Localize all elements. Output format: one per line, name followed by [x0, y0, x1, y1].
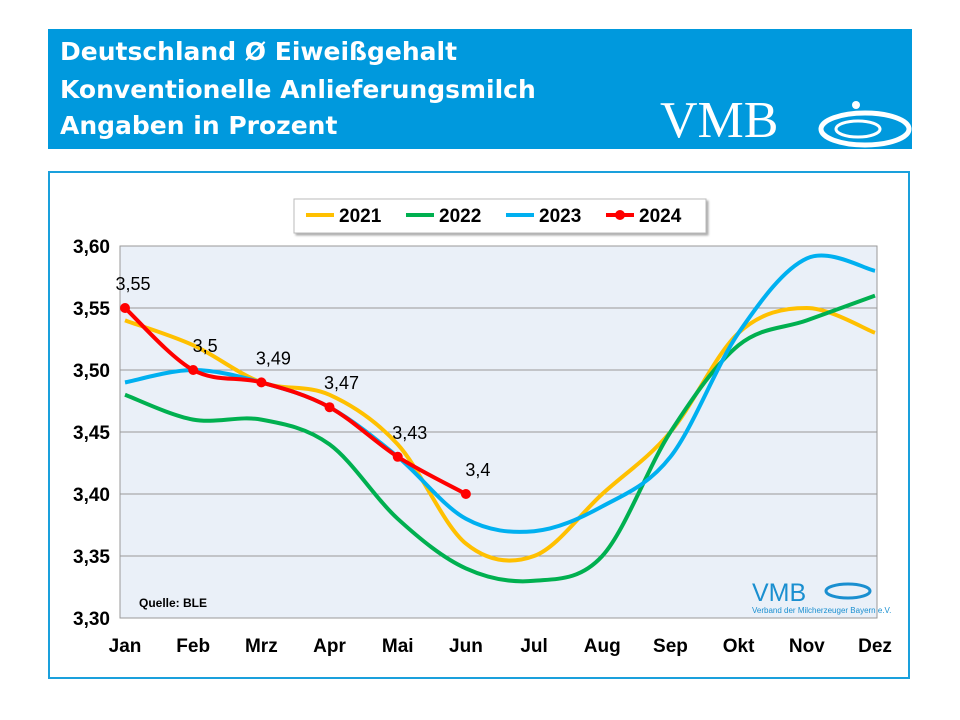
- y-tick-label: 3,50: [73, 361, 110, 382]
- legend-label: 2021: [339, 206, 382, 227]
- legend: 2021 2022 2023 2024: [293, 198, 707, 234]
- data-point: [120, 303, 130, 313]
- x-tick-label: Apr: [313, 636, 346, 657]
- source-note: Quelle: BLE: [139, 596, 207, 610]
- data-label: 3,55: [115, 274, 150, 294]
- title-line-2: Konventionelle Anlieferungsmilch: [60, 75, 536, 104]
- data-point: [324, 402, 335, 413]
- x-tick-label: Feb: [176, 636, 210, 657]
- y-tick-label: 3,60: [73, 237, 110, 258]
- x-tick-label: Mrz: [245, 636, 278, 657]
- logo-swirl-icon: [818, 101, 912, 148]
- watermark-subtitle: Verband der Milcherzeuger Bayern e.V.: [752, 606, 891, 615]
- x-tick-label: Jun: [449, 636, 483, 657]
- x-tick-label: Jul: [520, 636, 547, 657]
- data-point: [256, 377, 267, 388]
- data-label: 3,5: [193, 336, 218, 356]
- watermark-swirl-icon: [824, 582, 872, 600]
- data-label: 3,43: [392, 423, 427, 443]
- x-tick-label: Aug: [584, 636, 621, 657]
- legend-label: 2023: [539, 206, 581, 227]
- y-tick-label: 3,45: [73, 423, 110, 444]
- legend-label: 2022: [439, 206, 481, 227]
- watermark-logo: VMB: [752, 579, 806, 607]
- data-label: 3,4: [465, 460, 490, 480]
- x-tick-label: Mai: [382, 636, 414, 657]
- chart-frame: [48, 171, 910, 679]
- y-tick-label: 3,35: [73, 547, 110, 568]
- y-tick-label: 3,40: [73, 485, 110, 506]
- data-point: [188, 365, 199, 375]
- data-point: [460, 489, 471, 499]
- title-banner: Deutschland Ø Eiweißgehalt Konventionell…: [48, 29, 912, 149]
- x-tick-label: Okt: [723, 636, 755, 657]
- x-tick-label: Sep: [653, 636, 688, 657]
- y-tick-label: 3,55: [73, 299, 110, 320]
- data-label: 3,47: [324, 373, 359, 393]
- series-line-2022: [124, 293, 876, 584]
- legend-marker: [615, 210, 625, 220]
- data-point: [392, 451, 403, 462]
- vmb-logo: VMB: [660, 92, 779, 149]
- title-line-1: Deutschland Ø Eiweißgehalt: [60, 37, 458, 66]
- x-tick-label: Dez: [858, 636, 892, 657]
- y-tick-label: 3,30: [73, 609, 110, 630]
- x-tick-label: Jan: [109, 636, 142, 657]
- title-line-3: Angaben in Prozent: [60, 111, 338, 140]
- legend-label: 2024: [639, 206, 682, 227]
- data-label: 3,49: [256, 348, 291, 368]
- x-tick-label: Nov: [789, 636, 825, 657]
